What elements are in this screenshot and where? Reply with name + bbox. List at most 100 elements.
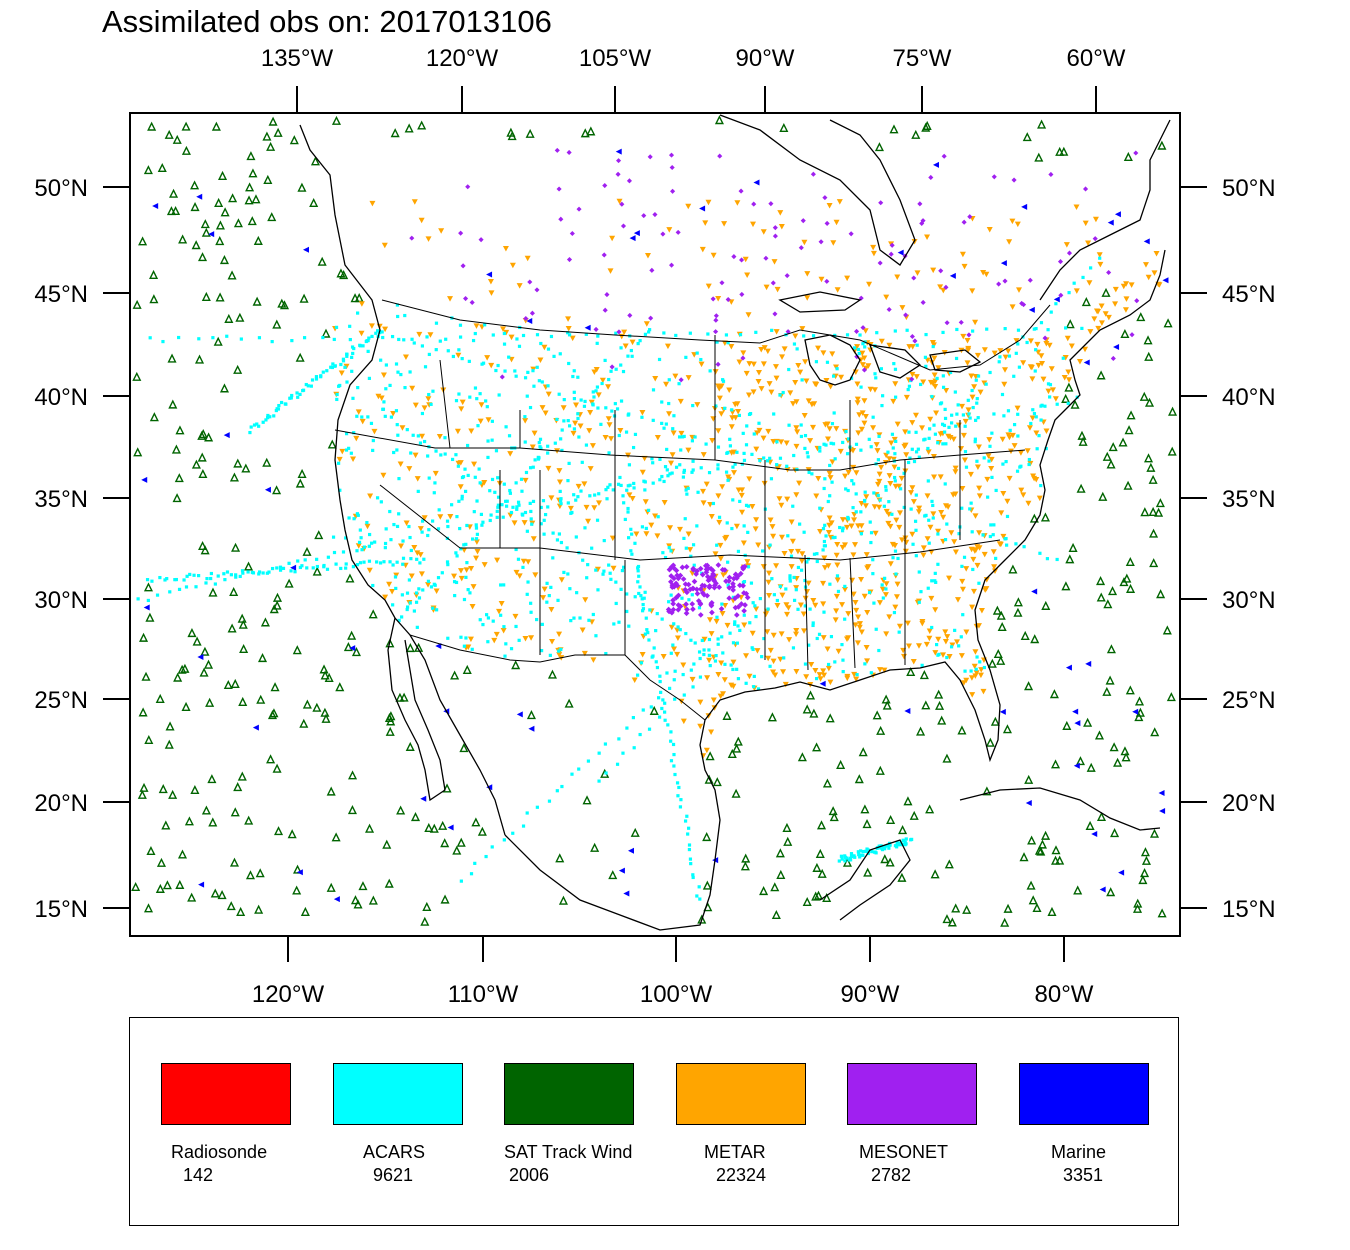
acars-marker: [349, 451, 353, 455]
acars-marker: [579, 489, 583, 493]
acars-marker: [251, 571, 256, 575]
acars-marker: [281, 566, 286, 570]
metar-marker: [784, 611, 791, 618]
acars-marker: [715, 615, 719, 619]
acars-marker: [572, 616, 576, 620]
acars-marker: [811, 623, 815, 628]
metar-marker: [940, 287, 947, 294]
metar-marker: [805, 398, 812, 404]
acars-marker: [524, 470, 529, 475]
sat-wind-marker: [741, 853, 751, 863]
acars-marker: [415, 557, 419, 561]
acars-marker: [791, 504, 795, 508]
acars-marker: [1027, 462, 1031, 467]
acars-marker: [601, 572, 605, 576]
acars-marker: [578, 616, 582, 620]
metar-marker: [447, 296, 454, 302]
mesonet-marker: [860, 325, 866, 331]
acars-marker: [687, 847, 692, 852]
metar-marker: [753, 446, 760, 453]
metar-marker: [852, 622, 859, 628]
acars-marker: [963, 450, 968, 454]
metar-marker: [848, 523, 855, 530]
sat-wind-marker: [343, 642, 353, 652]
acars-marker: [784, 587, 788, 591]
acars-marker: [934, 580, 938, 584]
mesonet-marker: [715, 361, 721, 367]
metar-marker: [359, 418, 366, 425]
acars-marker: [412, 609, 416, 613]
mesonet-marker: [409, 235, 415, 241]
acars-marker: [654, 660, 658, 664]
metar-marker: [661, 500, 668, 506]
sat-wind-marker: [450, 670, 460, 680]
metar-marker: [937, 431, 944, 438]
metar-marker: [689, 676, 696, 683]
acars-marker: [395, 524, 400, 529]
acars-marker: [523, 440, 527, 444]
mesonet-marker: [683, 563, 690, 570]
sat-wind-marker: [365, 823, 375, 833]
acars-marker: [923, 355, 928, 359]
sat-wind-marker: [842, 857, 852, 867]
acars-marker: [730, 526, 734, 531]
mexico-border: [409, 634, 706, 721]
acars-marker: [475, 397, 479, 401]
metar-marker: [609, 235, 616, 242]
marine-marker: [1091, 831, 1098, 838]
acars-marker: [535, 617, 539, 622]
sat-wind-marker: [526, 710, 536, 720]
acars-marker: [691, 873, 695, 877]
acars-marker: [405, 591, 410, 595]
acars-marker: [238, 574, 242, 579]
acars-marker: [475, 499, 479, 503]
mesonet-marker: [719, 280, 725, 286]
metar-marker: [666, 411, 673, 417]
acars-marker: [371, 438, 375, 443]
metar-marker: [525, 559, 532, 565]
acars-marker: [817, 632, 822, 636]
acars-marker: [692, 563, 696, 567]
acars-marker: [672, 622, 676, 626]
sat-wind-marker: [1148, 506, 1158, 516]
mesonet-marker: [824, 278, 830, 284]
metar-marker: [986, 227, 993, 233]
acars-marker: [486, 640, 490, 644]
mesonet-marker: [740, 355, 746, 361]
metar-marker: [451, 573, 458, 580]
acars-marker: [643, 632, 647, 636]
acars-marker: [818, 446, 822, 450]
metar-marker: [817, 676, 824, 682]
metar-marker: [1033, 430, 1040, 437]
acars-marker: [663, 555, 668, 560]
acars-marker: [572, 493, 576, 497]
metar-marker: [740, 350, 747, 356]
acars-marker: [841, 440, 845, 445]
acars-marker: [892, 610, 897, 615]
metar-marker: [1004, 498, 1011, 505]
sat-wind-marker: [190, 784, 200, 795]
metar-marker: [375, 393, 382, 400]
acars-marker: [886, 450, 890, 454]
marine-marker: [584, 324, 591, 331]
acars-marker: [459, 635, 463, 639]
metar-marker: [743, 653, 750, 659]
acars-marker: [367, 336, 371, 340]
metar-marker: [577, 423, 584, 430]
acars-marker: [643, 332, 648, 336]
acars-marker: [540, 648, 544, 653]
acars-marker: [691, 403, 695, 408]
metar-marker: [746, 476, 753, 482]
acars-marker: [357, 540, 362, 544]
acars-marker: [822, 442, 826, 446]
acars-marker: [1080, 326, 1084, 331]
acars-marker: [730, 408, 734, 412]
acars-marker: [803, 604, 807, 608]
metar-marker: [710, 252, 717, 259]
sat-wind-marker: [1096, 575, 1106, 586]
acars-marker: [794, 588, 798, 592]
acars-marker: [1025, 340, 1029, 345]
acars-marker: [576, 412, 580, 416]
acars-marker: [728, 444, 733, 448]
acars-marker: [410, 337, 414, 341]
